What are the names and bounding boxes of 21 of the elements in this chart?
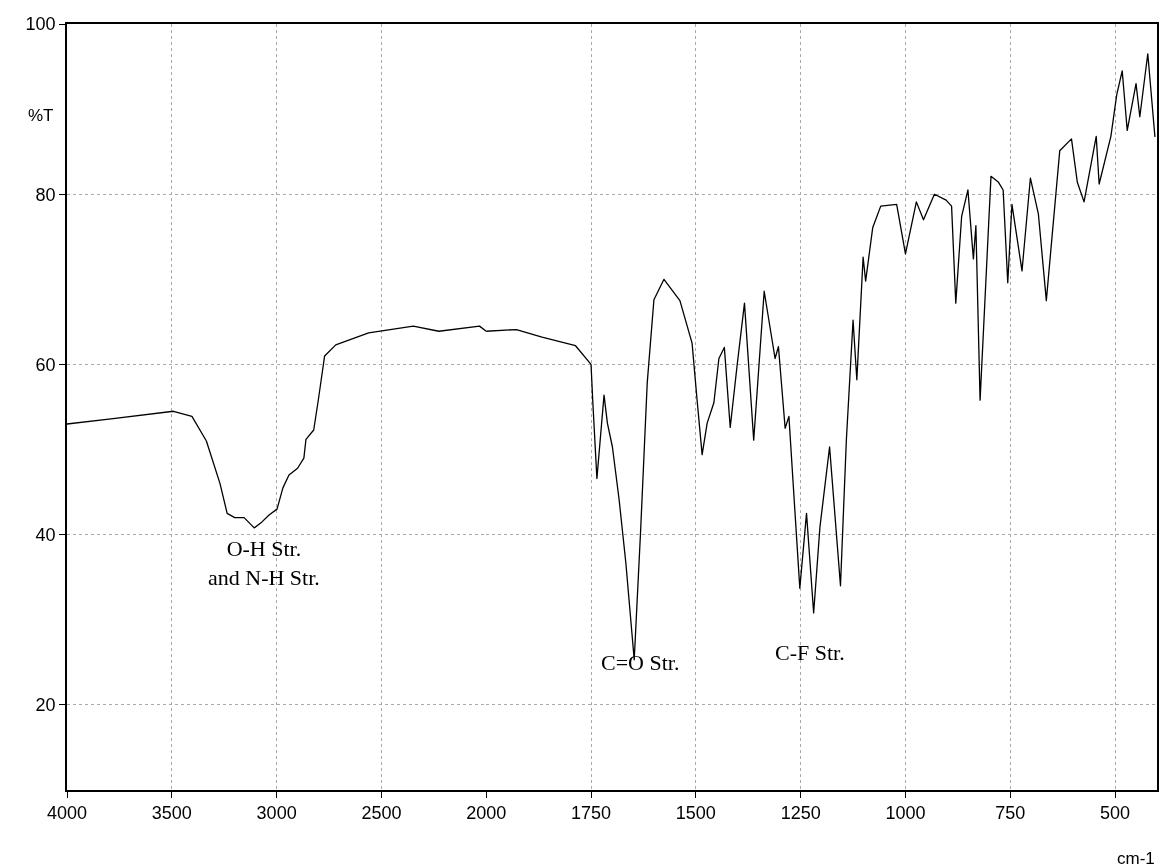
y-tick-label: 100 — [25, 14, 56, 35]
x-tick-label: 2500 — [361, 803, 402, 824]
x-tick-label: 500 — [1100, 803, 1131, 824]
x-tick-label: 4000 — [46, 803, 88, 824]
y-tick-label: 60 — [35, 354, 56, 375]
y-tick-label: 20 — [35, 695, 56, 716]
x-tick-label: 1500 — [675, 803, 716, 824]
x-axis-title: cm-1 — [1117, 849, 1155, 864]
x-tick-label: 1000 — [885, 803, 926, 824]
y-tick-label: 40 — [35, 524, 56, 545]
annotation: C-F Str. — [775, 640, 845, 665]
x-tick-label: 3500 — [151, 803, 192, 824]
annotation: O-H Str. and N-H Str. — [208, 536, 320, 590]
x-tick-label: 750 — [995, 803, 1026, 824]
x-tick-label: 1750 — [571, 803, 612, 824]
x-tick-label: 2000 — [466, 803, 507, 824]
y-axis-title: %T — [28, 106, 54, 125]
x-tick-label: 3000 — [256, 803, 297, 824]
x-tick-label: 1250 — [780, 803, 821, 824]
y-tick-label: 80 — [35, 184, 56, 205]
annotation: C=O Str. — [601, 650, 680, 675]
